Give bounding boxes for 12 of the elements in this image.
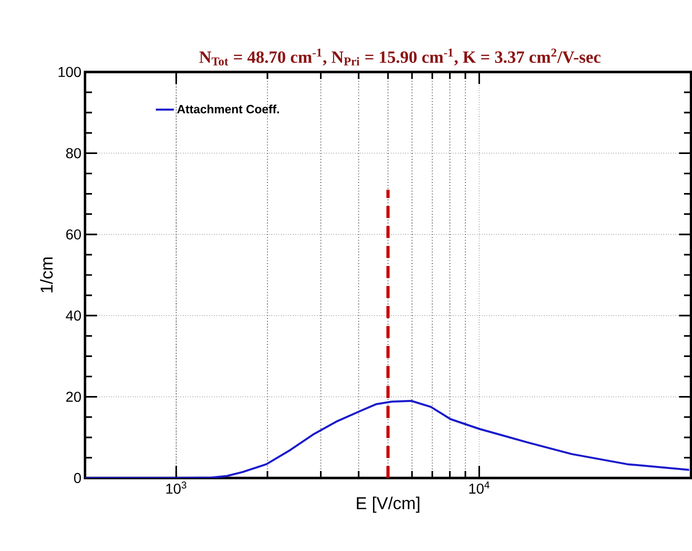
y-tick-label: 80 (66, 148, 81, 158)
y-tick-label: 100 (58, 66, 81, 78)
y-axis-title: 1/cm (40, 257, 53, 292)
chart-title: N$_{Tot}$ = 48.70 cm$^{-1}$, N$_{Pri}$ = 15.90 cm$^{-1}$, K = 3.37 cm$^{2}$/V-sec (199, 48, 601, 66)
x-tick-label: 10$^{3}$ (166, 482, 186, 494)
y-tick-label: 40 (66, 310, 81, 321)
y-tick-label: 0 (74, 472, 81, 484)
y-tick-label: 20 (66, 392, 81, 402)
legend-label: Attachment Coeff. (177, 104, 279, 114)
x-tick-label: 10$^{4}$ (469, 482, 490, 494)
y-tick-label: 60 (66, 229, 81, 240)
x-axis-title: E [V/cm] (356, 496, 420, 513)
